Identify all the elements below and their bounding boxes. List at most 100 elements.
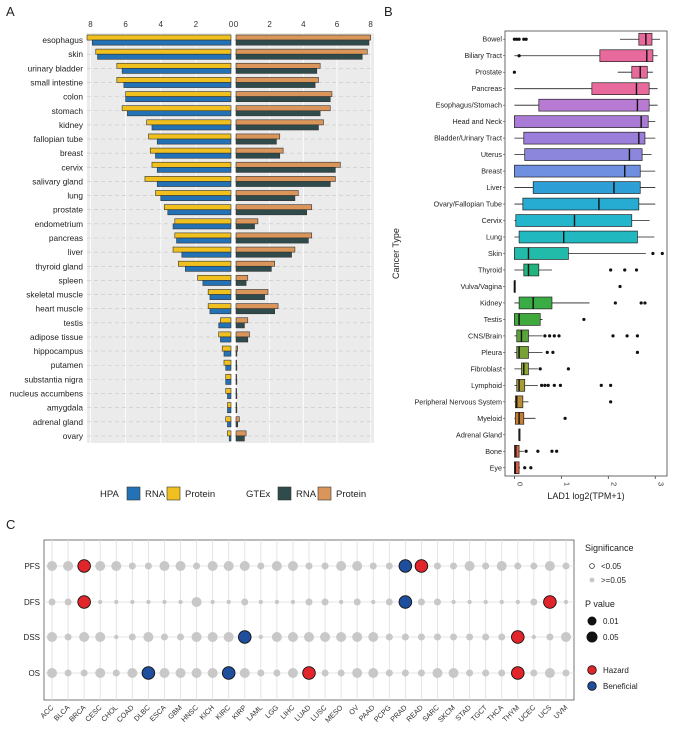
dot-dss-ucec xyxy=(531,634,537,640)
bar-gtex-protein-lung xyxy=(235,190,299,196)
outlier-lymphoid xyxy=(546,383,550,387)
bar-gtex-protein-adipose-tissue xyxy=(235,331,250,338)
panel-a-label: A xyxy=(6,4,15,19)
dot-os-brca xyxy=(80,669,88,677)
bar-hpa-protein-prostate xyxy=(163,204,232,211)
dot-dss-kirp-beneficial xyxy=(238,630,252,644)
legend-gtex-rna-swatch xyxy=(277,486,292,501)
tissue-label-ovary: ovary xyxy=(63,431,84,441)
bar-hpa-protein-substantia-nigra xyxy=(225,373,232,380)
outlier-cns-brain xyxy=(635,334,640,338)
bar-gtex-protein-nucleus-accumbens xyxy=(235,388,237,394)
outlier-thyroid xyxy=(623,268,627,272)
dot-dfs-kirp xyxy=(241,598,249,606)
cancer-code-laml: LAML xyxy=(245,703,265,723)
dot-os-dlbc-beneficial xyxy=(141,666,156,680)
cancer-label-peripheral-nervous-system: Peripheral Nervous System xyxy=(415,397,502,406)
dot-dss-esca xyxy=(160,633,168,641)
row-label-dfs: DFS xyxy=(24,598,40,607)
row-label-os: OS xyxy=(28,669,40,678)
bar-gtex-rna-thyroid-gland xyxy=(235,265,272,272)
bar-hpa-rna-urinary-bladder xyxy=(121,68,232,74)
legend-p-large-marker xyxy=(586,631,598,643)
cancer-label-skin: Skin xyxy=(488,249,502,258)
bar-hpa-protein-nucleus-accumbens xyxy=(225,388,232,394)
cancer-code-thym: THYM xyxy=(500,703,521,724)
dot-dss-lihc xyxy=(287,632,298,642)
outlier-bone xyxy=(555,449,559,453)
dot-dfs-read xyxy=(417,598,425,606)
bar-gtex-rna-liver xyxy=(235,251,292,258)
dot-pfs-kich xyxy=(207,561,218,571)
dot-os-read xyxy=(417,669,425,677)
dot-pfs-luad xyxy=(305,562,313,570)
bar-gtex-rna-amygdala xyxy=(235,407,238,414)
dot-pfs-kirc xyxy=(223,561,234,571)
bar-hpa-rna-putamen xyxy=(225,364,232,371)
row-label-dss: DSS xyxy=(24,633,40,642)
box-peripheral-nervous-system xyxy=(514,395,524,409)
panel-a-tissue-expression: 8 6 4 2 0 0 2 4 6 8 esophagus skin urinary bladder sm… xyxy=(10,20,374,443)
dot-pfs-lihc xyxy=(287,561,298,571)
panel-b-cancer-boxplot: 0 1 2 3 LAD1 log2(TPM+1) Cancer Type Bowel Bili… xyxy=(391,30,668,501)
bar-gtex-protein-cervix xyxy=(235,161,341,168)
legend-hpa-protein-label: Protein xyxy=(185,489,215,500)
bar-hpa-rna-colon xyxy=(125,96,232,103)
gtex-tick-label: 6 xyxy=(335,20,340,29)
bar-gtex-rna-cervix xyxy=(235,167,336,173)
outlier-vulva-vagina xyxy=(618,284,622,289)
box-biliary-tract xyxy=(599,49,654,63)
bar-hpa-rna-breast xyxy=(155,152,232,159)
panel-b-label: B xyxy=(384,4,393,19)
dot-os-paad xyxy=(368,668,379,678)
bar-hpa-rna-adipose-tissue xyxy=(220,336,232,343)
bar-hpa-rna-cervix xyxy=(156,167,232,173)
dot-dss-ov xyxy=(352,632,363,642)
bar-gtex-rna-nucleus-accumbens xyxy=(235,393,238,399)
box-lung xyxy=(518,230,638,244)
dot-dss-read xyxy=(417,633,425,641)
dot-dss-hnsc xyxy=(191,632,202,642)
cancer-code-kich: KICH xyxy=(198,703,217,722)
bar-hpa-protein-adipose-tissue xyxy=(218,331,232,338)
bar-hpa-protein-breast xyxy=(149,147,232,154)
dot-dss-kich xyxy=(207,632,218,642)
dot-os-cesc xyxy=(95,668,106,678)
bar-hpa-protein-ovary xyxy=(227,430,232,437)
tissue-label-thyroid-gland: thyroid gland xyxy=(35,261,83,271)
tissue-label-adipose-tissue: adipose tissue xyxy=(30,332,83,342)
dot-dss-meso xyxy=(336,632,347,642)
outlier-thyroid xyxy=(609,268,613,272)
outlier-pleura xyxy=(551,350,555,354)
outlier-biliary-tract xyxy=(517,54,521,58)
dot-pfs-lgg xyxy=(271,561,282,571)
bar-hpa-rna-testis xyxy=(218,322,232,329)
outlier-thyroid xyxy=(634,268,639,272)
dot-pfs-ov xyxy=(352,561,363,571)
outlier-eye xyxy=(529,466,533,470)
dot-dfs-lusc xyxy=(321,598,329,606)
gtex-tick-label: 0 xyxy=(234,20,239,29)
dot-pfs-acc xyxy=(47,561,58,571)
bar-gtex-protein-spleen xyxy=(235,275,249,281)
box-lymphoid xyxy=(516,379,526,392)
bar-gtex-protein-thyroid-gland xyxy=(235,260,276,267)
legend-sig-lt-label: <0.05 xyxy=(601,562,622,571)
outlier-fibroblast xyxy=(566,367,570,371)
tissue-label-cervix: cervix xyxy=(61,162,84,172)
dot-pfs-kirp xyxy=(239,561,250,571)
bar-hpa-protein-putamen xyxy=(223,359,232,366)
dot-dss-blca xyxy=(64,633,72,641)
dot-os-coad xyxy=(127,668,138,678)
tissue-label-nucleus-accumbens: nucleus accumbens xyxy=(10,389,83,399)
bar-gtex-rna-prostate xyxy=(235,209,307,216)
bar-gtex-rna-pancreas xyxy=(235,237,309,244)
dot-os-lihc xyxy=(287,668,298,678)
dot-pfs-ucec xyxy=(530,562,538,570)
bar-hpa-protein-fallopian-tube xyxy=(148,133,232,140)
cancer-code-hnsc: HNSC xyxy=(179,703,200,724)
dot-pfs-sarc xyxy=(433,562,441,570)
panel-c-survival-dotplot: PFSDFSDSSOSACCBLCABRCACESCCHOLCOADDLBCES… xyxy=(24,539,575,724)
dot-dss-coad xyxy=(128,633,136,641)
dot-pfs-tgct xyxy=(482,562,490,570)
